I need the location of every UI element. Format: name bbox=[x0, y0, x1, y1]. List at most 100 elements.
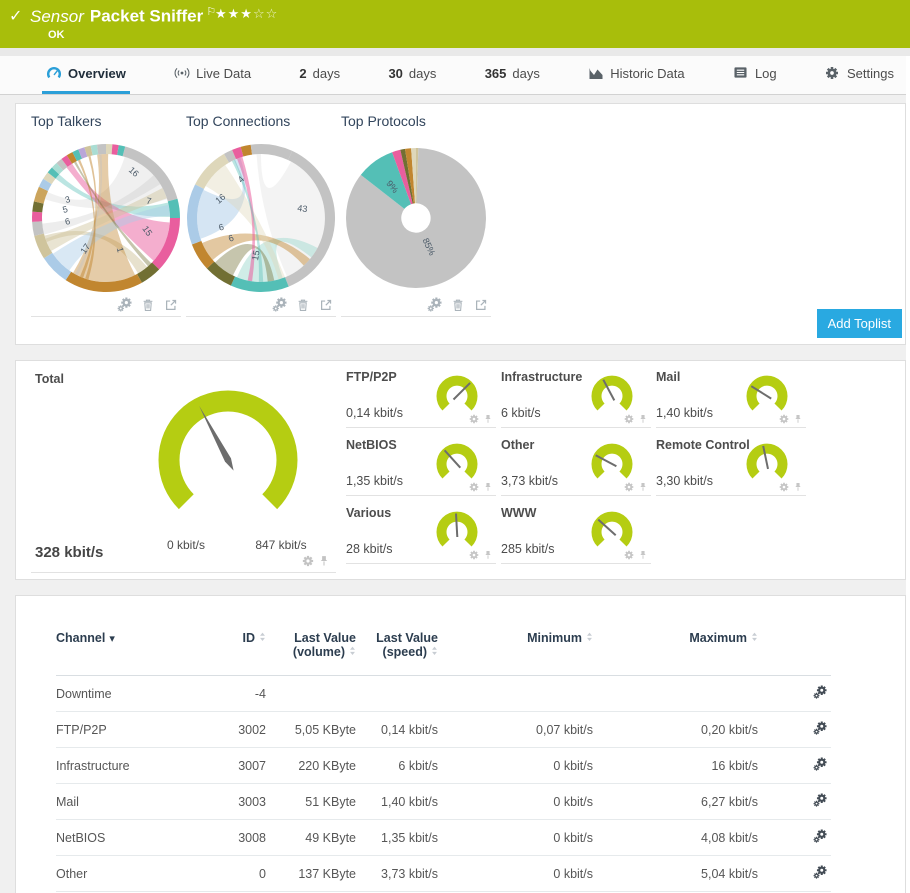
broadcast-icon bbox=[174, 66, 190, 82]
column-header-last-speed[interactable]: Last Value (speed) bbox=[376, 631, 438, 659]
svg-text:3: 3 bbox=[64, 194, 71, 205]
toplist-chart[interactable]: 43 15 6 6 16 4 bbox=[186, 143, 336, 293]
channel-gauge bbox=[587, 441, 637, 487]
channel-settings-gear-icon[interactable] bbox=[813, 685, 827, 699]
column-header-channel[interactable]: Channel ▾ bbox=[56, 631, 115, 645]
tab-label: Live Data bbox=[196, 66, 252, 81]
gear-icon bbox=[825, 66, 841, 82]
channel-settings-gear-icon[interactable] bbox=[813, 793, 827, 807]
channel-gauge bbox=[587, 373, 637, 419]
table-row-downtime: Downtime -4 bbox=[56, 676, 831, 712]
cell-id: 0 bbox=[259, 866, 266, 881]
cell-last_speed: 0,14 kbit/s bbox=[381, 722, 438, 737]
cell-channel: NetBIOS bbox=[56, 830, 106, 845]
gauge-pin-icon[interactable] bbox=[793, 482, 803, 492]
stars-empty[interactable]: ☆☆ bbox=[252, 6, 279, 21]
scrollbar-track[interactable] bbox=[906, 56, 910, 893]
cell-last_volume: 137 KByte bbox=[298, 866, 356, 881]
trash-icon[interactable] bbox=[141, 298, 155, 312]
gauge-pin-icon[interactable] bbox=[483, 550, 493, 560]
column-header-last-volume[interactable]: Last Value (volume) bbox=[292, 631, 356, 659]
toplist-chart[interactable]: 85% 9% bbox=[341, 143, 491, 293]
gauge-settings-gear-icon[interactable] bbox=[624, 550, 634, 560]
column-header-id[interactable]: ID bbox=[216, 622, 266, 676]
toplist-actions bbox=[186, 293, 336, 317]
cell-last_speed: 1,35 kbit/s bbox=[381, 830, 438, 845]
table-header-row: Channel ▾ ID Last Value (volume) Last Val… bbox=[56, 622, 831, 676]
svg-text:15: 15 bbox=[250, 250, 262, 262]
trash-icon[interactable] bbox=[451, 298, 465, 312]
gauge-settings-gear-icon[interactable] bbox=[779, 414, 789, 424]
channel-label: Various bbox=[346, 506, 392, 520]
add-toplist-button[interactable]: Add Toplist bbox=[816, 309, 902, 338]
channel-gauge bbox=[742, 441, 792, 487]
svg-text:6: 6 bbox=[227, 233, 235, 244]
toplist-chart[interactable]: 16 7 15 1 17 6 5 3 bbox=[31, 143, 181, 293]
channel-label: Infrastructure bbox=[501, 370, 583, 384]
gauge-settings-gear-icon[interactable] bbox=[469, 414, 479, 424]
tab-live-data[interactable]: Live Data bbox=[170, 56, 255, 94]
cell-maximum: 4,08 kbit/s bbox=[701, 830, 758, 845]
channel-gauge bbox=[432, 373, 482, 419]
object-kind-label: Sensor bbox=[30, 6, 84, 26]
toplist-title: Top Protocols bbox=[341, 113, 426, 129]
cell-id: 3007 bbox=[238, 758, 266, 773]
svg-text:15: 15 bbox=[140, 224, 154, 238]
toplist-top-connections: Top Connections 43 15 6 6 16 4 bbox=[186, 113, 336, 317]
cell-last_volume bbox=[266, 676, 356, 712]
cell-channel: Downtime bbox=[56, 686, 112, 701]
gauge-pin-icon[interactable] bbox=[638, 550, 648, 560]
gauge-pin-icon[interactable] bbox=[483, 482, 493, 492]
tab-settings[interactable]: Settings bbox=[821, 56, 898, 94]
cell-channel: Mail bbox=[56, 794, 79, 809]
tab-historic-data[interactable]: Historic Data bbox=[584, 56, 688, 94]
svg-text:17: 17 bbox=[78, 242, 92, 256]
cell-id: 3003 bbox=[238, 794, 266, 809]
svg-text:16: 16 bbox=[213, 192, 227, 206]
tab-log[interactable]: Log bbox=[729, 56, 781, 94]
tab-days-365[interactable]: 365 days bbox=[481, 56, 544, 94]
gauge-settings-gear-icon[interactable] bbox=[302, 555, 314, 567]
gauge-pin-icon[interactable] bbox=[318, 555, 330, 567]
stars-filled[interactable]: ★★★ bbox=[215, 6, 253, 21]
channel-settings-gear-icon[interactable] bbox=[813, 829, 827, 843]
toplist-options-icon[interactable] bbox=[427, 297, 442, 312]
cell-last_speed bbox=[356, 676, 438, 712]
column-header-minimum[interactable]: Minimum bbox=[438, 622, 593, 676]
channel-settings-gear-icon[interactable] bbox=[813, 721, 827, 735]
gauge-pin-icon[interactable] bbox=[483, 414, 493, 424]
priority-stars[interactable]: ★★★☆☆ bbox=[215, 6, 278, 22]
external-link-icon[interactable] bbox=[474, 298, 488, 312]
svg-text:6: 6 bbox=[64, 216, 71, 227]
cell-id: 3008 bbox=[238, 830, 266, 845]
tab-days-2[interactable]: 2 days bbox=[295, 56, 344, 94]
flag-icon[interactable]: ⚐ bbox=[206, 6, 217, 18]
gauge-settings-gear-icon[interactable] bbox=[779, 482, 789, 492]
cell-maximum: 5,04 kbit/s bbox=[701, 866, 758, 881]
external-link-icon[interactable] bbox=[319, 298, 333, 312]
svg-text:5: 5 bbox=[61, 204, 68, 215]
toplist-options-icon[interactable] bbox=[272, 297, 287, 312]
gauge-settings-gear-icon[interactable] bbox=[469, 482, 479, 492]
gauge-pin-icon[interactable] bbox=[793, 414, 803, 424]
tab-overview[interactable]: Overview bbox=[42, 56, 130, 94]
tab-days-30[interactable]: 30 days bbox=[384, 56, 440, 94]
trash-icon[interactable] bbox=[296, 298, 310, 312]
channel-label: FTP/P2P bbox=[346, 370, 397, 384]
gauge-settings-gear-icon[interactable] bbox=[624, 482, 634, 492]
toplist-options-icon[interactable] bbox=[117, 297, 132, 312]
cell-last_speed: 1,40 kbit/s bbox=[381, 794, 438, 809]
external-link-icon[interactable] bbox=[164, 298, 178, 312]
channel-settings-gear-icon[interactable] bbox=[813, 757, 827, 771]
gauge-settings-gear-icon[interactable] bbox=[624, 414, 634, 424]
svg-text:43: 43 bbox=[297, 203, 308, 214]
gauge-pin-icon[interactable] bbox=[638, 482, 648, 492]
channel-label: Other bbox=[501, 438, 535, 452]
total-value: 328 kbit/s bbox=[35, 544, 104, 561]
channel-gauge bbox=[432, 441, 482, 487]
channel-settings-gear-icon[interactable] bbox=[813, 865, 827, 879]
gauge-settings-gear-icon[interactable] bbox=[469, 550, 479, 560]
gauge-pin-icon[interactable] bbox=[638, 414, 648, 424]
column-header-maximum[interactable]: Maximum bbox=[593, 622, 758, 676]
